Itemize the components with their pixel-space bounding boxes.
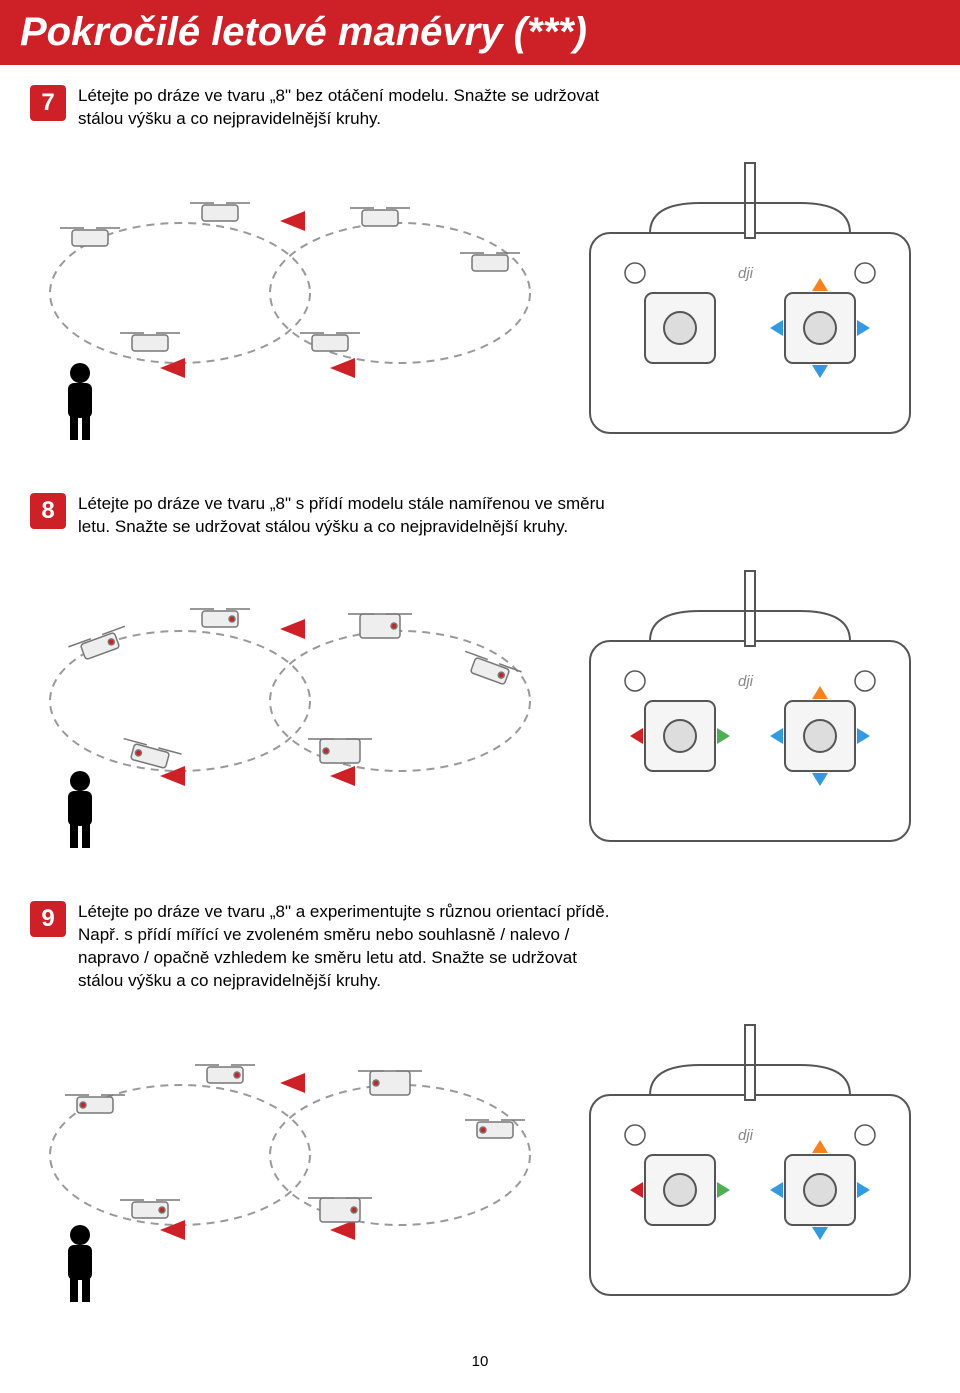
illustration-9: dji — [30, 1005, 930, 1325]
step-row: 9 Létejte po dráze ve tvaru „8" a experi… — [30, 901, 930, 993]
page-number: 10 — [0, 1335, 960, 1382]
controller-icon: dji — [590, 163, 910, 433]
figure-8-diagram: dji — [30, 1005, 930, 1325]
illustration-8: dji — [30, 551, 930, 871]
step-row: 7 Létejte po dráze ve tvaru „8" bez otáč… — [30, 85, 930, 131]
step-number-badge: 7 — [30, 85, 66, 121]
svg-text:dji: dji — [738, 265, 754, 282]
step-9-section: 9 Létejte po dráze ve tvaru „8" a experi… — [0, 881, 960, 1325]
figure-8-diagram: dji — [30, 143, 930, 463]
controller-icon: dji — [590, 1025, 910, 1295]
step-text: Létejte po dráze ve tvaru „8" bez otáčen… — [78, 85, 618, 131]
step-8-section: 8 Létejte po dráze ve tvaru „8" s přídí … — [0, 473, 960, 871]
step-7-section: 7 Létejte po dráze ve tvaru „8" bez otáč… — [0, 65, 960, 463]
illustration-7: dji — [30, 143, 930, 463]
figure-8-diagram: dji — [30, 551, 930, 871]
step-number-badge: 8 — [30, 493, 66, 529]
page-title: Pokročilé letové manévry (***) — [20, 10, 940, 55]
page-header: Pokročilé letové manévry (***) — [0, 0, 960, 65]
svg-text:dji: dji — [738, 673, 754, 690]
step-number-badge: 9 — [30, 901, 66, 937]
step-text: Létejte po dráze ve tvaru „8" s přídí mo… — [78, 493, 618, 539]
step-row: 8 Létejte po dráze ve tvaru „8" s přídí … — [30, 493, 930, 539]
controller-icon: dji — [590, 571, 910, 841]
svg-text:dji: dji — [738, 1127, 754, 1144]
step-text: Létejte po dráze ve tvaru „8" a experime… — [78, 901, 618, 993]
